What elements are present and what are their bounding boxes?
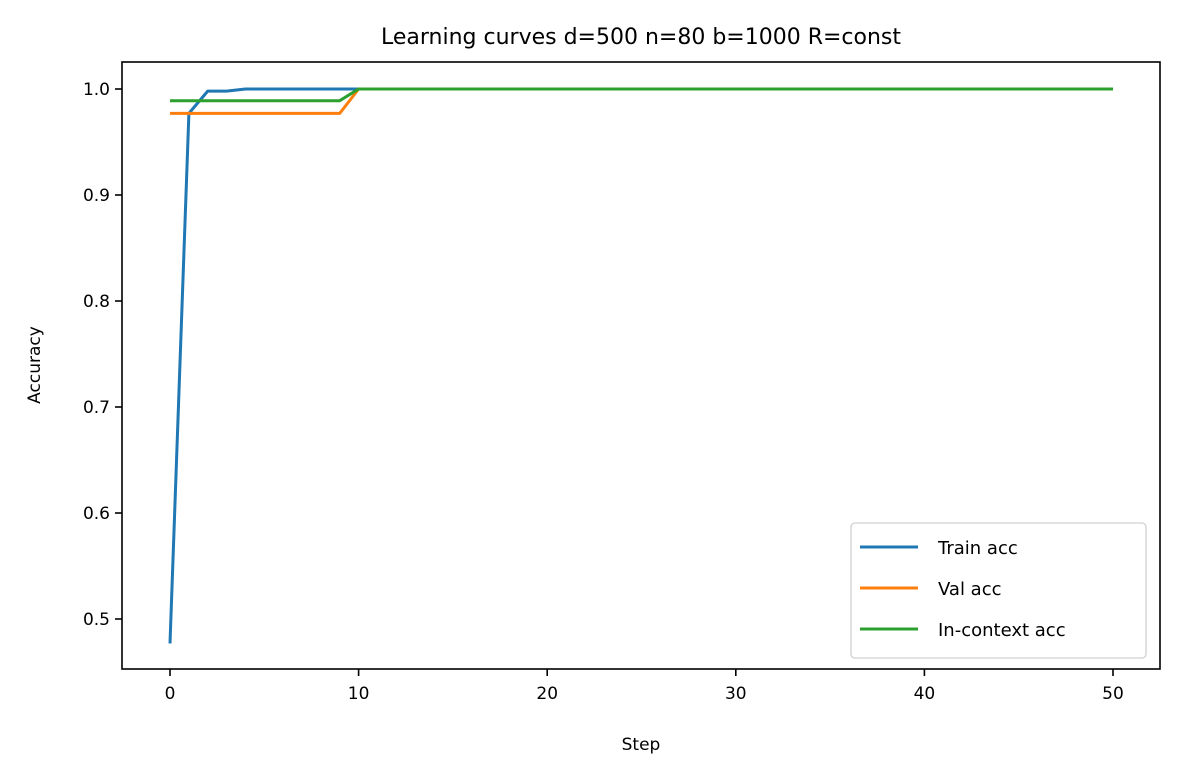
legend-box — [850, 522, 1147, 659]
legend-label-0: Train acc — [937, 538, 1018, 559]
y-axis-ticks: 0.5 0.6 0.7 0.8 0.9 1.0 — [83, 80, 122, 630]
x-tick-label: 20 — [536, 684, 558, 704]
y-tick-label: 1.0 — [83, 80, 110, 100]
legend: Train acc Val acc In-context acc — [850, 522, 1147, 659]
x-tick-label: 0 — [165, 684, 176, 704]
chart-title: Learning curves d=500 n=80 b=1000 R=cons… — [381, 25, 901, 50]
legend-label-2: In-context acc — [938, 620, 1066, 641]
plot-frame — [121, 61, 1161, 670]
x-tick-label: 40 — [914, 684, 936, 704]
y-axis-label: Accuracy — [25, 326, 45, 404]
x-tick-label: 50 — [1102, 684, 1124, 704]
y-tick-label: 0.6 — [83, 504, 110, 524]
x-tick-label: 30 — [725, 684, 747, 704]
plot-lines — [168, 87, 1113, 644]
y-tick-label: 0.7 — [83, 398, 110, 418]
y-tick-label: 0.9 — [83, 186, 110, 206]
y-tick-label: 0.8 — [83, 292, 110, 312]
legend-label-1: Val acc — [938, 579, 1002, 600]
x-tick-label: 10 — [348, 684, 370, 704]
x-axis-ticks: 0 10 20 30 40 50 — [165, 669, 1124, 704]
series-line-2 — [170, 87, 1113, 103]
x-axis-label: Step — [622, 735, 661, 755]
y-tick-label: 0.5 — [83, 610, 110, 630]
